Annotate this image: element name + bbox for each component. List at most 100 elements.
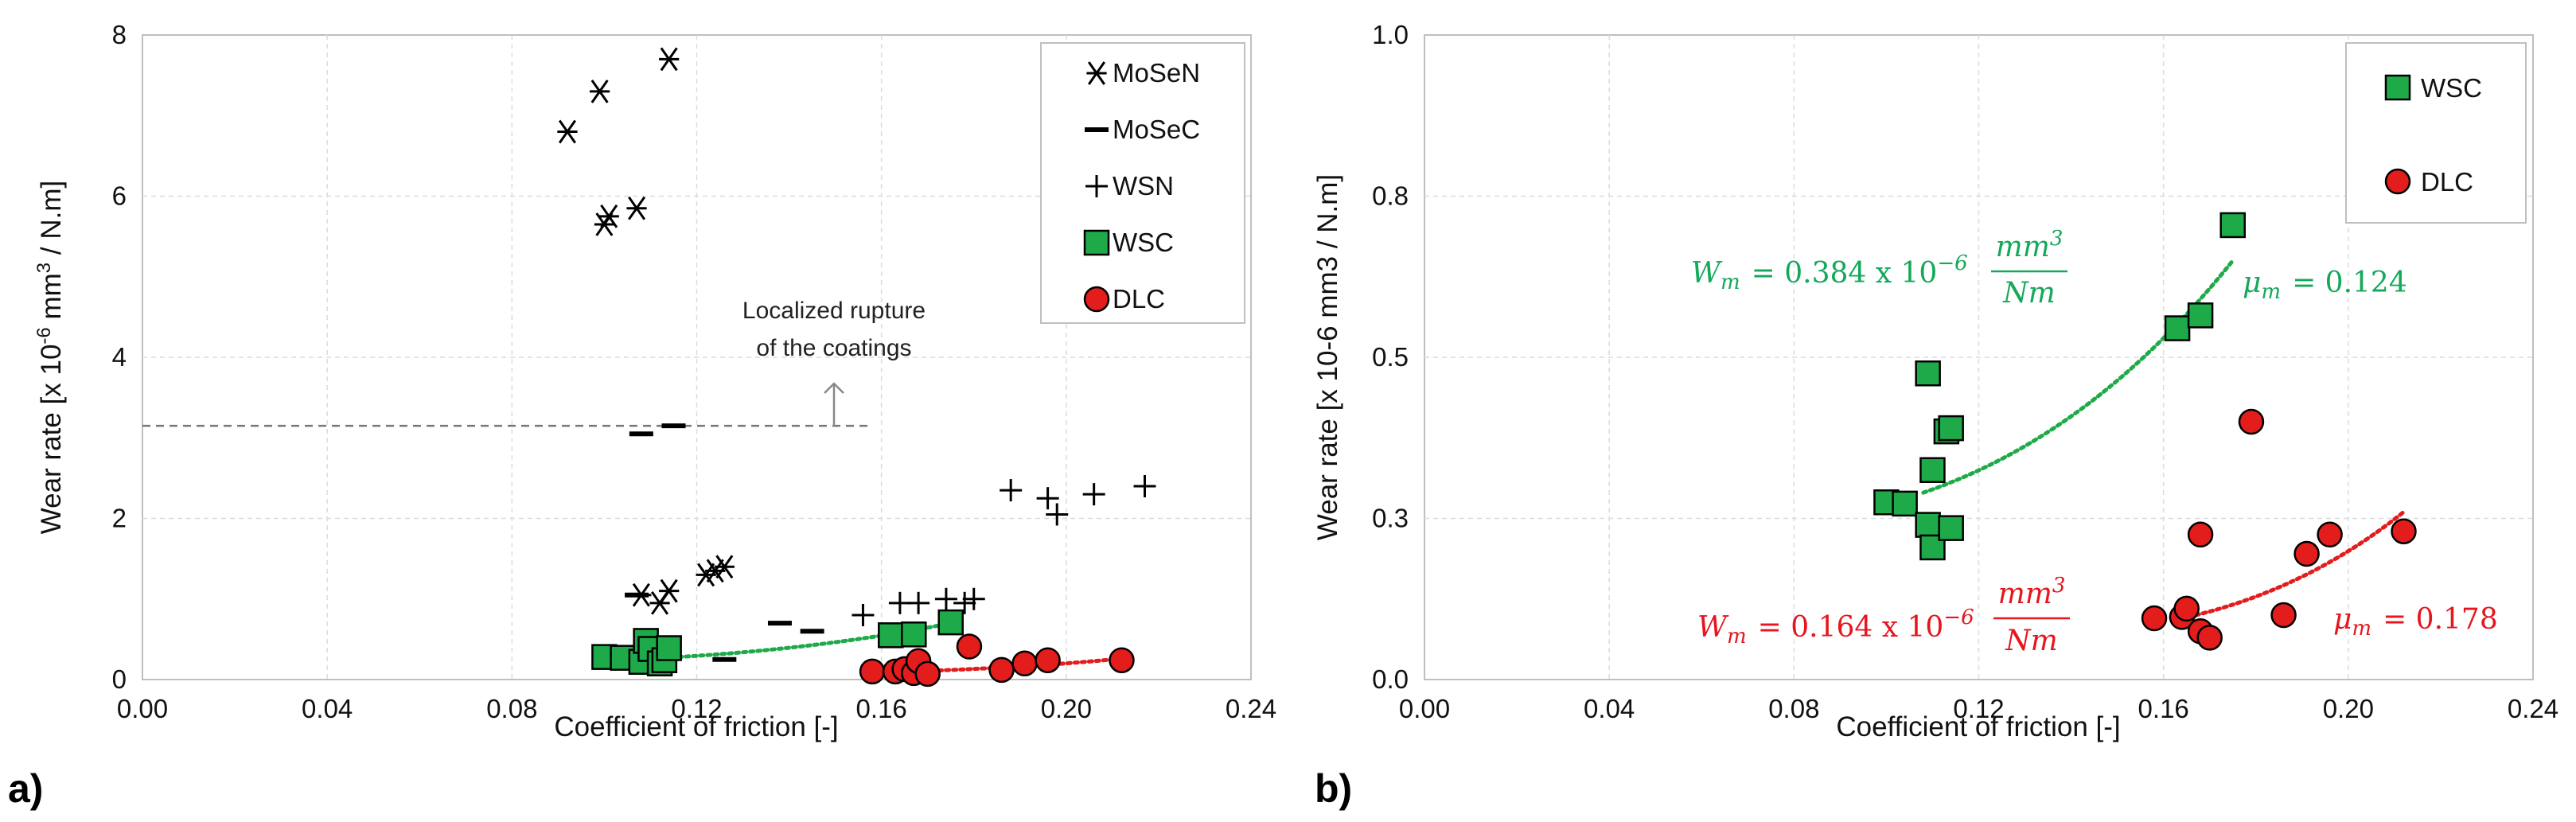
point-mosen: [598, 204, 619, 228]
x-tick-label: 0.08: [486, 694, 537, 723]
y-tick-label: 1.0: [1372, 20, 1409, 49]
x-tick-label: 0.20: [1041, 694, 1092, 723]
point-wsc: [2187, 302, 2214, 329]
point-dlc: [1109, 647, 1135, 673]
panel-label-a: a): [8, 766, 43, 811]
y-tick-label: 8: [112, 20, 127, 49]
eq-dlc-sub: m: [1727, 625, 1747, 649]
y-tick-label: 2: [112, 504, 127, 533]
annotation-line2: of the coatings: [756, 335, 911, 361]
eq-dlc-mid: = 0.164 x 10: [1758, 611, 1944, 644]
point-wsc: [901, 621, 927, 648]
y-tick-label: 0: [112, 664, 127, 694]
point-dlc: [2173, 595, 2200, 622]
x-tick-label: 0.04: [1584, 694, 1635, 723]
point-mosen: [659, 579, 680, 603]
eq-dlc-main: Wm = 0.164 x 10−6: [1697, 606, 1974, 649]
y-label-a-part3: / N.m]: [36, 181, 67, 263]
x-tick-label: 0.20: [2323, 694, 2374, 723]
point-wsn: [1133, 475, 1156, 497]
x-tick-label: 0.12: [671, 694, 722, 723]
y-label-a-part1: Wear rate [x 10: [36, 345, 67, 535]
eq-wsc-num: mm3: [1996, 227, 2064, 263]
x-axis-label-a: Coefficient of friction [-]: [554, 711, 838, 742]
gridlines-a: [142, 35, 1251, 680]
legend-label-wsn: WSN: [1113, 171, 1174, 201]
x-tick-label: 0.00: [1399, 694, 1450, 723]
eq-wsc-main: Wm = 0.384 x 10−6: [1691, 251, 1968, 294]
point-wsc: [937, 609, 964, 636]
point-dlc: [988, 656, 1015, 684]
legend-marker-wsn: [1085, 175, 1108, 197]
legend-label-wsc: WSC: [1113, 228, 1174, 257]
legend-label-mosen: MoSeN: [1113, 58, 1200, 88]
eq-wsc-mid: = 0.384 x 10: [1752, 257, 1938, 290]
x-tick-label: 0.04: [302, 694, 353, 723]
point-wsc: [1892, 490, 1918, 517]
eq-mu-dlc: μm = 0.178: [2333, 603, 2498, 641]
point-wsn: [953, 591, 976, 614]
legend-label-mosec: MoSeC: [1113, 115, 1200, 144]
point-wsn: [907, 591, 930, 614]
point-dlc: [2317, 521, 2343, 547]
x-tick-label: 0.24: [2508, 694, 2558, 723]
mu-dlc-val: = 0.178: [2383, 603, 2498, 636]
eq-dlc-num-text: mm: [1998, 578, 2052, 610]
point-dlc: [2270, 602, 2297, 629]
point-wsn: [962, 587, 985, 610]
eq-wsc-num-sup: 3: [2050, 227, 2064, 251]
y-tick-label: 6: [112, 181, 127, 211]
point-wsc: [878, 622, 904, 649]
eq-mu-wsc: μm = 0.124: [2243, 267, 2407, 304]
point-wsn: [1046, 503, 1069, 526]
point-dlc: [2187, 521, 2214, 547]
point-dlc: [914, 660, 941, 688]
y-tick-label: 0.8: [1372, 181, 1409, 211]
y-axis-label-a: Wear rate [x 10-6 mm3 / N.m]: [33, 181, 67, 534]
point-dlc: [1011, 650, 1038, 676]
x-tick-label: 0.16: [856, 694, 907, 723]
trendline-dlc: [2180, 509, 2406, 621]
point-wsc: [1919, 457, 1946, 483]
legend-label-dlc: DLC: [1113, 284, 1165, 314]
x-tick-label: 0.16: [2138, 694, 2189, 723]
y-label-a-sup: -6: [33, 327, 55, 344]
point-dlc: [2293, 540, 2320, 567]
x-tick-label: 0.12: [1953, 694, 2004, 723]
x-tick-label: 0.24: [1226, 694, 1276, 723]
y-label-a-sup2: 3: [33, 263, 55, 273]
point-dlc: [2196, 625, 2223, 651]
point-wsc: [656, 635, 682, 661]
point-wsn: [1000, 479, 1023, 502]
eq-dlc-num: mm3: [1998, 574, 2066, 610]
mu-wsc-sub: m: [2261, 280, 2281, 304]
annotation-arrow-head: [824, 382, 844, 394]
legend-marker-dlc: [1083, 286, 1110, 313]
point-dlc: [956, 633, 983, 660]
point-dlc: [2141, 605, 2168, 632]
chart-a: 0.00 0.04 0.08 0.12 0.16 0.20 0.24 0 2 4 6 8 Locali…: [8, 20, 1276, 811]
x-tick-label: 0.08: [1768, 694, 1819, 723]
point-wsn: [852, 604, 875, 626]
equation-dlc: Wm = 0.164 x 10−6 mm3 Nm μm = 0.178: [1697, 574, 2498, 657]
equation-wsc: Wm = 0.384 x 10−6 mm3 Nm μm = 0.124: [1691, 227, 2407, 310]
point-wsc: [1915, 512, 1941, 538]
point-wsc: [2164, 315, 2191, 341]
legend-a-box: [1040, 42, 1245, 324]
point-wsc: [1938, 415, 1964, 442]
markers-b: [1873, 212, 2417, 651]
eq-wsc-num-text: mm: [1996, 231, 2050, 263]
point-wsc: [1915, 360, 1941, 387]
x-tick-label: 0.00: [117, 694, 168, 723]
mu-wsc-sym: μ: [2243, 267, 2261, 299]
legend-label-wsc: WSC: [2421, 73, 2482, 103]
y-tick-label: 4: [112, 342, 127, 372]
point-mosen: [626, 196, 647, 220]
point-wsn: [1082, 483, 1105, 506]
y-axis-label-b: Wear rate [x 10-6 mm3 / N.m]: [1312, 174, 1343, 540]
point-wsn: [934, 587, 957, 610]
point-mosen: [557, 119, 578, 144]
eq-dlc-num-sup: 3: [2052, 574, 2066, 598]
y-tick-label: 0.3: [1372, 504, 1409, 533]
